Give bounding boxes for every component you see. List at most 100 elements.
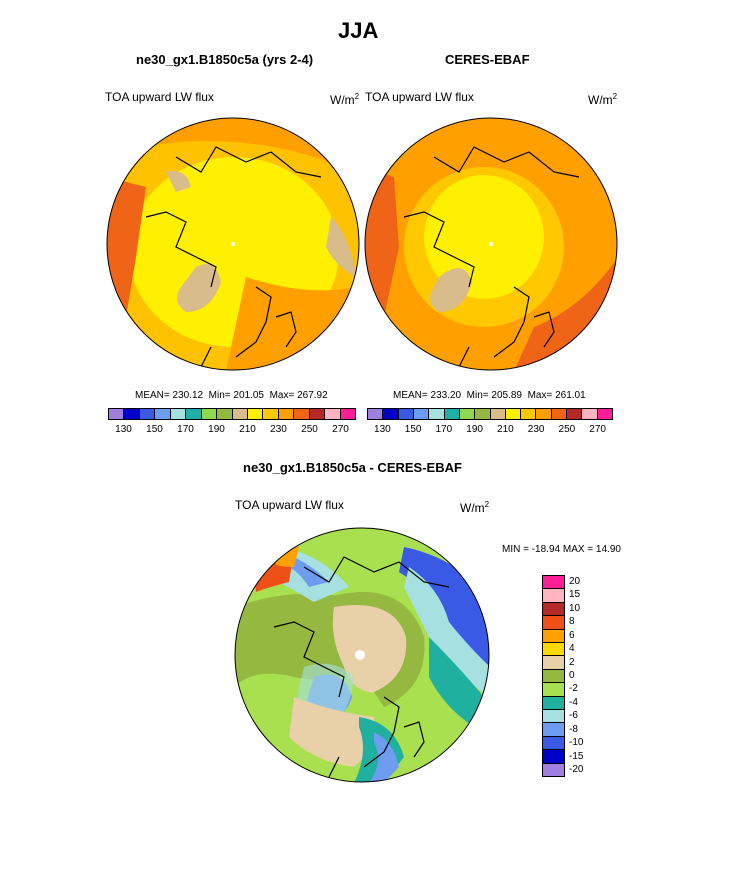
colorbar-tick-label: 270	[332, 424, 349, 435]
colorbar-tick-label: 250	[558, 424, 576, 435]
coastline	[145, 146, 322, 368]
panel-3-colorbar-ticks: 20 15 10 8 6 4 2 0 -2 -4 -6 -8 -10 -15 -20	[569, 575, 609, 777]
colorbar-swatch	[325, 409, 341, 419]
colorbar-tick-label: 230	[270, 424, 287, 435]
panel-3-colorbar	[542, 575, 565, 777]
colorbar-swatch	[232, 409, 248, 419]
colorbar-tick-label: -10	[569, 737, 584, 749]
panel-2-stats: MEAN= 233.20 Min= 205.89 Max= 261.01	[393, 390, 586, 401]
colorbar-swatch	[217, 409, 233, 419]
colorbar-swatch	[444, 409, 460, 419]
pole-marker	[355, 650, 365, 660]
panel-1-variable-label: TOA upward LW flux	[105, 90, 214, 104]
map-field-west-edge	[365, 167, 399, 357]
map-field-arctic	[424, 175, 544, 299]
panel-2-colorbar	[367, 408, 613, 420]
colorbar-swatch	[521, 409, 537, 419]
colorbar-tick-label: -4	[569, 696, 578, 708]
colorbar-tick-label: 8	[569, 616, 575, 628]
colorbar-swatch	[170, 409, 187, 419]
map-field-tan-east	[326, 217, 356, 277]
colorbar-swatch	[543, 763, 564, 777]
colorbar-tick-label: -6	[569, 710, 578, 722]
colorbar-swatch	[543, 669, 564, 684]
colorbar-tick-label: 20	[569, 575, 581, 587]
panel-1-stats: MEAN= 230.12 Min= 201.05 Max= 267.92	[135, 390, 328, 401]
panel-2-polar-map	[364, 117, 618, 371]
colorbar-swatch	[543, 616, 564, 630]
map-field-tan-arctic	[332, 601, 410, 693]
colorbar-tick-label: 270	[589, 424, 606, 435]
colorbar-swatch	[543, 710, 564, 724]
colorbar-tick-label: 2	[569, 656, 575, 668]
panel-2-variable-label: TOA upward LW flux	[365, 90, 474, 104]
map-boundary	[234, 527, 490, 783]
map-field-tan-north	[166, 171, 191, 192]
colorbar-tick-label: 150	[404, 424, 422, 435]
colorbar-swatch	[109, 409, 125, 419]
colorbar-tick-label: 190	[466, 424, 483, 435]
panel-3-range: MIN = -18.94 MAX = 14.90	[502, 544, 621, 555]
colorbar-tick-label: 170	[177, 424, 194, 435]
colorbar-swatch	[263, 409, 279, 419]
colorbar-tick-label: 170	[435, 424, 453, 435]
panel-1-polar-map	[106, 117, 360, 371]
panel-3-title: ne30_gx1.B1850c5a - CERES-EBAF	[243, 460, 462, 475]
colorbar-swatch	[543, 656, 564, 670]
colorbar-swatch	[340, 409, 355, 419]
colorbar-swatch	[567, 409, 583, 419]
colorbar-tick-label: 250	[301, 424, 318, 435]
colorbar-swatch	[429, 409, 445, 419]
colorbar-swatch	[368, 409, 384, 419]
panel-3-polar-map	[234, 527, 490, 783]
colorbar-swatch	[413, 409, 430, 419]
colorbar-swatch	[551, 409, 568, 419]
colorbar-tick-label: 4	[569, 643, 575, 655]
colorbar-swatch	[543, 643, 564, 657]
colorbar-swatch	[294, 409, 310, 419]
map-field-tan-greenland	[177, 264, 221, 312]
colorbar-swatch	[398, 409, 414, 419]
colorbar-tick-label: -2	[569, 683, 578, 695]
colorbar-swatch	[475, 409, 491, 419]
colorbar-tick-label: 130	[115, 424, 132, 435]
colorbar-tick-label: 6	[569, 629, 575, 641]
colorbar-tick-label: -20	[569, 764, 584, 776]
panel-2-colorbar-ticks: 130 150 170 190 210 230 250 270	[367, 424, 613, 438]
map-field-olive-ring	[329, 592, 425, 707]
panel-1-colorbar-ticks: 130 150 170 190 210 230 250 270	[108, 424, 356, 438]
map-field-tan-greenland	[430, 268, 472, 312]
colorbar-tick-label: 0	[569, 670, 575, 681]
colorbar-tick-label: 15	[569, 589, 581, 601]
map-field-cyan-ne	[404, 567, 489, 697]
colorbar-swatch	[155, 409, 171, 419]
colorbar-swatch	[186, 409, 202, 419]
colorbar-tick-label: 210	[497, 424, 514, 435]
panel-2-title: CERES-EBAF	[445, 52, 530, 67]
map-field-blue-nw	[289, 557, 329, 587]
colorbar-swatch	[201, 409, 218, 419]
colorbar-swatch	[543, 629, 564, 644]
panel-1-units: W/m2	[330, 92, 360, 107]
pole-marker	[231, 242, 235, 246]
coastline	[403, 146, 580, 368]
colorbar-tick-label: 130	[374, 424, 391, 435]
coastline	[273, 556, 450, 778]
colorbar-tick-label: 10	[569, 602, 581, 614]
colorbar-swatch	[247, 409, 264, 419]
colorbar-tick-label: 190	[208, 424, 225, 435]
colorbar-swatch	[543, 576, 564, 590]
main-title: JJA	[338, 18, 379, 43]
colorbar-swatch	[309, 409, 326, 419]
colorbar-swatch	[278, 409, 295, 419]
colorbar-swatch	[543, 589, 564, 603]
map-field-south-orange	[226, 277, 359, 370]
map-field-blue-south	[369, 732, 399, 782]
colorbar-swatch	[139, 409, 156, 419]
colorbar-swatch	[383, 409, 399, 419]
map-boundary	[106, 117, 360, 371]
colorbar-swatch	[124, 409, 140, 419]
panel-2-units: W/m2	[588, 92, 618, 107]
map-field-arctic	[154, 174, 294, 310]
colorbar-swatch	[459, 409, 476, 419]
